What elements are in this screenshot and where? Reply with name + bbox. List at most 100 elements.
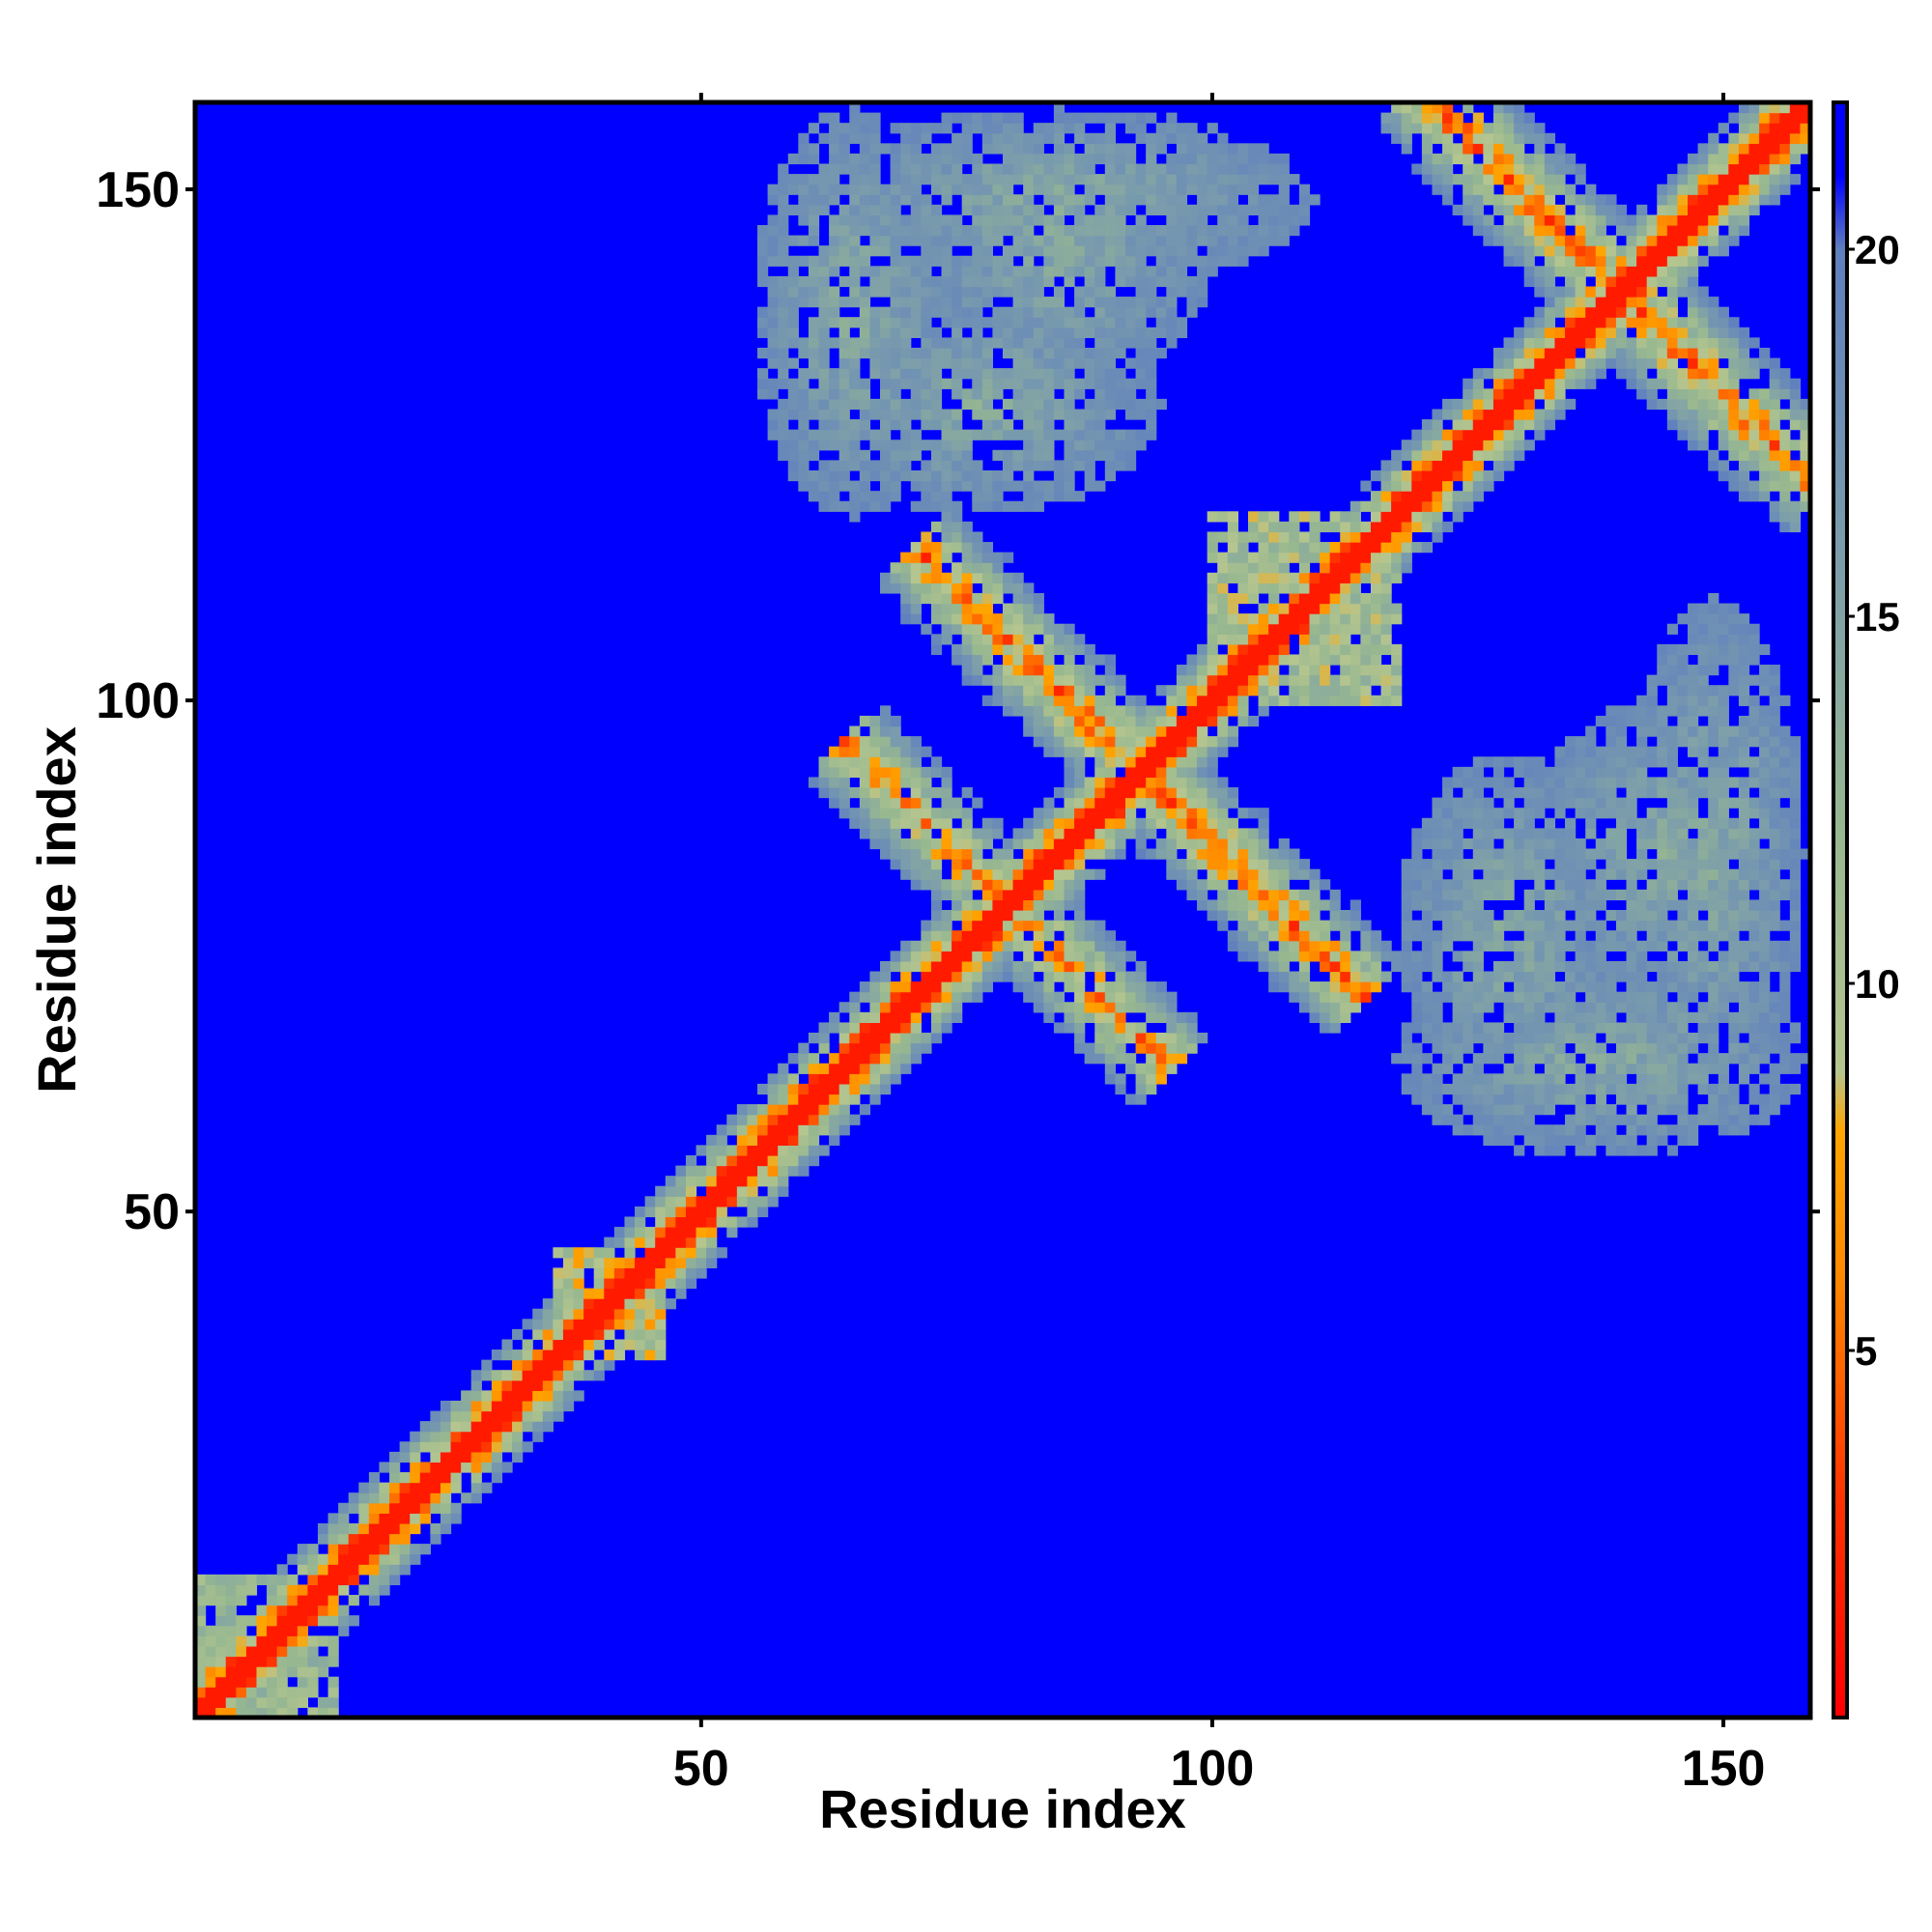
heatmap-cell (1104, 440, 1116, 451)
heatmap-cell (1115, 163, 1126, 175)
heatmap-cell (1146, 1053, 1157, 1065)
heatmap-cell (1585, 889, 1597, 901)
heatmap-cell (1595, 266, 1606, 277)
heatmap-cell (890, 859, 901, 870)
heatmap-cell (1503, 143, 1515, 155)
heatmap-cell (1411, 868, 1423, 880)
heatmap-cell (930, 910, 943, 922)
heatmap-cell (1247, 521, 1260, 533)
heatmap-cell (1442, 1083, 1454, 1095)
heatmap-cell (389, 1522, 401, 1535)
heatmap-cell (1514, 1094, 1525, 1105)
heatmap-cell (1186, 674, 1198, 686)
heatmap-cell (1115, 991, 1126, 1003)
heatmap-cell (1166, 275, 1178, 288)
heatmap-cell (1380, 665, 1392, 676)
heatmap-cell (1360, 971, 1372, 982)
heatmap-cell (1115, 449, 1126, 461)
heatmap-cell (1012, 429, 1024, 440)
heatmap-cell (1309, 623, 1321, 635)
heatmap-cell (604, 1247, 615, 1259)
heatmap-cell (890, 235, 901, 246)
heatmap-cell (1176, 817, 1188, 829)
heatmap-cell (440, 1513, 452, 1524)
heatmap-cell (1401, 552, 1412, 563)
heatmap-cell (1329, 603, 1341, 614)
heatmap-cell (992, 817, 1004, 829)
heatmap-cell (1227, 695, 1238, 706)
heatmap-cell (1023, 327, 1035, 338)
heatmap-cell (1523, 440, 1535, 451)
heatmap-cell (1575, 787, 1586, 799)
heatmap-cell (1186, 306, 1198, 318)
heatmap-cell (1544, 960, 1556, 973)
heatmap-cell (1514, 337, 1525, 349)
heatmap-cell (1258, 613, 1269, 625)
heatmap-cell (553, 1350, 564, 1361)
heatmap-cell (1033, 143, 1044, 155)
heatmap-cell (195, 1625, 207, 1636)
heatmap-cell (1360, 685, 1372, 696)
heatmap-cell (491, 1379, 503, 1391)
heatmap-cell (1084, 1011, 1095, 1023)
heatmap-cell (287, 1595, 298, 1606)
heatmap-cell (1585, 255, 1597, 267)
heatmap-cell (880, 419, 892, 431)
heatmap-cell (1207, 777, 1218, 788)
heatmap-cell (859, 715, 871, 727)
heatmap-cell (1064, 143, 1075, 155)
heatmap-cell (1217, 603, 1229, 614)
heatmap-cell (1492, 1124, 1505, 1136)
heatmap-cell (1463, 163, 1474, 175)
heatmap-cell (1012, 306, 1024, 318)
heatmap-cell (941, 582, 952, 594)
heatmap-cell (1309, 695, 1321, 706)
heatmap-cell (1115, 725, 1126, 737)
heatmap-cell (961, 132, 973, 144)
heatmap-cell (818, 756, 830, 768)
heatmap-cell (1176, 204, 1188, 215)
heatmap-cell (450, 1462, 462, 1473)
heatmap-cell (470, 1472, 482, 1484)
heatmap-cell (1053, 245, 1065, 257)
heatmap-cell (1033, 705, 1044, 717)
heatmap-cell (389, 1482, 401, 1493)
heatmap-cell (430, 1522, 441, 1535)
heatmap-cell (869, 163, 881, 175)
heatmap-cell (1033, 654, 1044, 666)
heatmap-cell (1012, 582, 1024, 594)
heatmap-cell (859, 1053, 871, 1065)
heatmap-cell (859, 214, 871, 226)
heatmap-cell (1575, 930, 1586, 942)
heatmap-cell (1217, 674, 1229, 686)
heatmap-cell (1463, 797, 1474, 809)
heatmap-cell (1064, 357, 1075, 369)
heatmap-cell (1523, 859, 1535, 870)
heatmap-cell (910, 409, 922, 420)
heatmap-cell (1197, 746, 1208, 757)
heatmap-cell (1514, 838, 1525, 850)
heatmap-cell (1258, 848, 1269, 860)
heatmap-cell (818, 460, 830, 471)
heatmap-cell (1595, 889, 1606, 901)
heatmap-cell (1370, 603, 1382, 614)
heatmap-cell (1053, 297, 1065, 308)
heatmap-cell (981, 184, 994, 195)
heatmap-cell (1003, 582, 1014, 594)
heatmap-cell (952, 337, 963, 349)
heatmap-cell (829, 1053, 840, 1065)
heatmap-cell (1104, 705, 1116, 717)
heatmap-cell (1514, 132, 1525, 144)
heatmap-cell (910, 378, 922, 389)
heatmap-cell (1012, 960, 1024, 973)
heatmap-cell (1124, 204, 1137, 215)
heatmap-cell (910, 1002, 922, 1013)
heatmap-cell (1003, 879, 1014, 891)
heatmap-cell (869, 469, 881, 482)
heatmap-cell (1268, 235, 1280, 246)
heatmap-cell (389, 1544, 401, 1555)
heatmap-cell (1463, 910, 1474, 922)
heatmap-cell (1064, 848, 1075, 860)
heatmap-cell (1401, 143, 1412, 155)
heatmap-cell (1207, 592, 1218, 605)
